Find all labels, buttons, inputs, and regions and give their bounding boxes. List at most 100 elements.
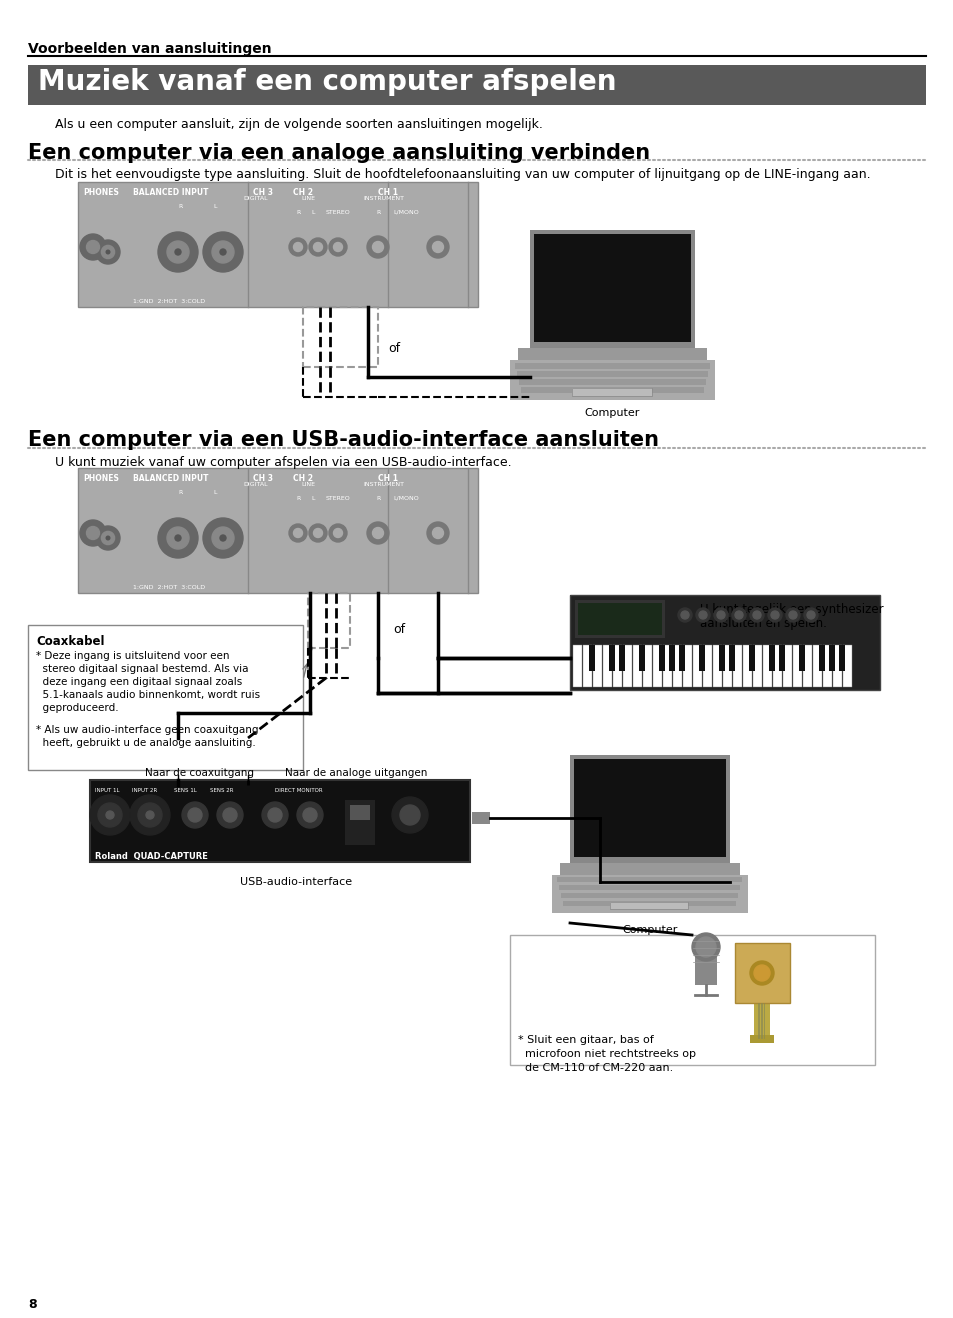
Bar (582, 645, 592, 687)
Circle shape (223, 808, 236, 822)
Bar (792, 645, 801, 687)
Circle shape (770, 612, 779, 619)
Circle shape (309, 239, 327, 256)
Bar (672, 645, 681, 687)
Circle shape (314, 529, 322, 538)
Bar (78, 468, 477, 593)
Circle shape (367, 236, 389, 258)
Bar (303, 307, 377, 366)
Text: SENS 1L: SENS 1L (173, 788, 196, 793)
Circle shape (203, 232, 243, 272)
Bar (832, 645, 841, 687)
Text: STEREO: STEREO (326, 496, 351, 501)
Circle shape (212, 527, 233, 550)
Circle shape (203, 518, 243, 558)
Circle shape (296, 801, 323, 828)
Text: Een computer via een analoge aansluiting verbinden: Een computer via een analoge aansluiting… (28, 142, 649, 163)
Bar (772, 645, 781, 687)
Bar (702, 645, 711, 687)
Bar (792, 645, 801, 687)
Bar (728, 645, 734, 671)
Text: Als u een computer aansluit, zijn de volgende soorten aansluitingen mogelijk.: Als u een computer aansluit, zijn de vol… (55, 119, 542, 130)
Circle shape (101, 245, 114, 258)
Circle shape (696, 937, 716, 957)
Circle shape (399, 805, 419, 825)
Bar (308, 593, 350, 648)
Bar (734, 942, 789, 1003)
Circle shape (749, 608, 763, 622)
Bar (692, 645, 701, 687)
Bar (752, 645, 761, 687)
Text: * Als uw audio-interface geen coaxuitgang: * Als uw audio-interface geen coaxuitgan… (36, 725, 258, 735)
Bar (762, 645, 771, 687)
Circle shape (294, 243, 302, 252)
Bar (530, 231, 695, 348)
Bar (613, 645, 621, 687)
Circle shape (696, 608, 709, 622)
Circle shape (294, 529, 302, 538)
Text: aansluiten en spelen.: aansluiten en spelen. (700, 617, 826, 630)
Bar (569, 594, 879, 691)
Circle shape (96, 526, 120, 550)
Bar (802, 645, 811, 687)
Circle shape (803, 608, 817, 622)
Bar (510, 934, 874, 1065)
Circle shape (753, 965, 769, 981)
Text: USB-audio-interface: USB-audio-interface (240, 876, 352, 887)
Bar (642, 645, 651, 687)
Circle shape (372, 527, 383, 539)
Text: R: R (295, 210, 300, 215)
Circle shape (788, 612, 796, 619)
Circle shape (432, 527, 443, 539)
Bar (517, 370, 707, 377)
Circle shape (96, 240, 120, 264)
Bar (659, 645, 664, 671)
Bar (573, 645, 581, 687)
Circle shape (752, 612, 760, 619)
Bar (518, 380, 705, 385)
Bar (734, 942, 789, 1003)
Bar (692, 645, 701, 687)
Text: heeft, gebruikt u de analoge aansluiting.: heeft, gebruikt u de analoge aansluiting… (36, 738, 255, 749)
Text: Muziek vanaf een computer afspelen: Muziek vanaf een computer afspelen (38, 69, 616, 96)
Bar (515, 362, 709, 369)
Bar (517, 348, 706, 360)
Circle shape (130, 795, 170, 836)
Text: geproduceerd.: geproduceerd. (36, 702, 118, 713)
Bar (559, 863, 740, 875)
Bar (699, 645, 704, 671)
Bar (28, 625, 303, 770)
Text: CH 3: CH 3 (253, 188, 273, 196)
Text: L: L (213, 204, 216, 210)
Circle shape (158, 518, 198, 558)
Text: CH 2: CH 2 (293, 474, 313, 482)
Bar (722, 645, 731, 687)
Bar (345, 800, 375, 845)
Text: INSTRUMENT: INSTRUMENT (363, 196, 403, 202)
Bar (575, 600, 664, 638)
Text: CH 1: CH 1 (377, 474, 397, 482)
Circle shape (138, 803, 162, 826)
Bar (552, 875, 747, 913)
Circle shape (216, 801, 243, 828)
Circle shape (767, 608, 781, 622)
Text: Dit is het eenvoudigste type aansluiting. Sluit de hoofdtelefoonaansluiting van : Dit is het eenvoudigste type aansluiting… (55, 167, 870, 181)
Circle shape (80, 521, 106, 546)
Circle shape (289, 239, 307, 256)
Circle shape (427, 236, 449, 258)
Bar (702, 645, 711, 687)
Text: INPUT 1L: INPUT 1L (95, 788, 119, 793)
Text: Coaxkabel: Coaxkabel (36, 635, 105, 648)
Circle shape (329, 525, 347, 542)
Bar (695, 942, 717, 985)
Bar (762, 645, 771, 687)
Text: microfoon niet rechtstreeks op: microfoon niet rechtstreeks op (517, 1049, 696, 1058)
Circle shape (101, 531, 114, 544)
Bar (633, 645, 641, 687)
Text: BALANCED INPUT: BALANCED INPUT (132, 474, 209, 482)
Text: L/MONO: L/MONO (393, 210, 418, 215)
Circle shape (174, 535, 181, 540)
Bar (712, 645, 721, 687)
Circle shape (806, 612, 814, 619)
Circle shape (167, 527, 189, 550)
